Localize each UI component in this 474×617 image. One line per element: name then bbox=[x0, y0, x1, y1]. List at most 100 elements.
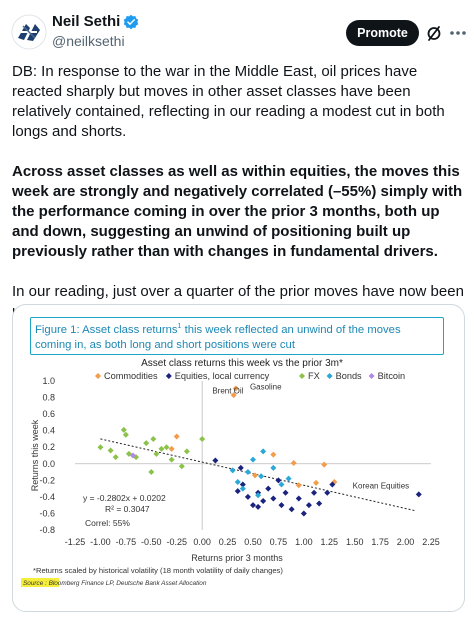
x-tick-13: 2.00 bbox=[397, 537, 415, 547]
point-s2-p16 bbox=[183, 448, 190, 455]
point-s2-p15 bbox=[199, 435, 206, 442]
y-tick-2: 0.6 bbox=[42, 409, 55, 419]
avatar[interactable] bbox=[11, 14, 47, 50]
x-axis-label: Returns prior 3 months bbox=[191, 553, 283, 563]
point-s2-p9 bbox=[153, 450, 160, 457]
verified-badge-icon bbox=[124, 14, 139, 29]
annotation-2: Korean Equities bbox=[353, 482, 409, 491]
point-s1-p17 bbox=[316, 500, 323, 507]
promote-button[interactable]: Promote bbox=[346, 20, 419, 46]
x-tick-9: 1.00 bbox=[295, 537, 313, 547]
stats-equation: y = -0.2802x + 0.0202 bbox=[83, 493, 166, 503]
point-s1-p1 bbox=[237, 464, 244, 471]
point-s1-p20 bbox=[234, 488, 241, 495]
point-s1-p18 bbox=[324, 489, 331, 496]
point-s1-p11 bbox=[282, 489, 289, 496]
x-tick-5: 0.00 bbox=[193, 537, 211, 547]
grok-icon[interactable] bbox=[426, 24, 442, 42]
x-tick-4: -0.25 bbox=[166, 537, 187, 547]
point-s1-p10 bbox=[278, 502, 285, 509]
point-s0-p5 bbox=[290, 459, 297, 466]
tweet-media-image[interactable]: Figure 1: Asset class returns1 this week… bbox=[12, 304, 465, 612]
point-s2-p8 bbox=[150, 435, 157, 442]
point-s0-p0 bbox=[232, 385, 239, 392]
annotation-1: Gasoline bbox=[250, 382, 282, 391]
legend-marker-3 bbox=[326, 373, 333, 379]
point-s1-p9 bbox=[275, 477, 282, 484]
point-s0-p10 bbox=[252, 472, 259, 479]
x-tick-0: -1.25 bbox=[65, 537, 86, 547]
y-tick-3: 0.4 bbox=[42, 426, 55, 436]
point-s3-p5 bbox=[258, 473, 265, 480]
point-s1-p8 bbox=[270, 495, 277, 502]
point-s2-p2 bbox=[112, 454, 119, 461]
chart-title: Asset class returns this week vs the pri… bbox=[141, 358, 343, 369]
point-s3-p4 bbox=[250, 456, 256, 463]
figure-title-sup: 1 bbox=[177, 323, 182, 330]
y-tick-9: -0.8 bbox=[39, 525, 55, 535]
point-s3-p2 bbox=[239, 485, 246, 492]
y-tick-4: 0.2 bbox=[42, 442, 55, 452]
point-s1-p4 bbox=[250, 502, 256, 509]
figure-title: Figure 1: Asset class returns1 this week… bbox=[35, 319, 440, 354]
x-tick-14: 2.25 bbox=[422, 537, 440, 547]
tweet-text: DB: In response to the war in the Middle… bbox=[12, 62, 468, 342]
point-s1-p19 bbox=[329, 481, 336, 488]
x-tick-6: 0.25 bbox=[219, 537, 237, 547]
point-s3-p7 bbox=[270, 464, 277, 471]
point-s2-p3 bbox=[120, 426, 127, 433]
point-s3-p0 bbox=[229, 467, 236, 474]
x-tick-2: -0.75 bbox=[116, 537, 137, 547]
x-tick-7: 0.50 bbox=[244, 537, 262, 547]
point-s4-p0 bbox=[129, 452, 136, 459]
stats-correl: Correl: 55% bbox=[85, 518, 130, 528]
point-s2-p4 bbox=[122, 431, 129, 438]
legend-marker-1 bbox=[165, 373, 172, 379]
point-s1-p14 bbox=[300, 510, 307, 517]
legend-label-1: Equities, local currency bbox=[175, 371, 270, 381]
point-s0-p8 bbox=[295, 482, 302, 489]
point-s1-p3 bbox=[244, 493, 251, 500]
y-tick-0: 1.0 bbox=[42, 376, 55, 386]
author-name[interactable]: Neil Sethi bbox=[52, 13, 121, 30]
point-s3-p8 bbox=[278, 481, 285, 488]
legend-label-4: Bitcoin bbox=[378, 371, 406, 381]
x-tick-12: 1.75 bbox=[371, 537, 389, 547]
figure-title-box: Figure 1: Asset class returns1 this week… bbox=[30, 317, 444, 355]
point-s2-p1 bbox=[107, 447, 114, 454]
point-s0-p4 bbox=[270, 451, 277, 458]
point-s3-p1 bbox=[234, 478, 241, 485]
legend-label-3: Bonds bbox=[336, 371, 362, 381]
point-s1-p7 bbox=[265, 485, 272, 492]
point-s2-p6 bbox=[133, 454, 140, 461]
scatter-chart: Asset class returns this week vs the pri… bbox=[21, 358, 440, 587]
figure-container: Figure 1: Asset class returns1 this week… bbox=[13, 305, 464, 611]
figure-source: Source : Bloomberg Finance LP, Deutsche … bbox=[23, 580, 207, 587]
trendline bbox=[100, 438, 416, 512]
point-s3-p3 bbox=[244, 469, 251, 476]
point-s0-p6 bbox=[321, 461, 328, 468]
point-s2-p13 bbox=[178, 463, 185, 470]
annotation-0: Brent Oil bbox=[212, 386, 243, 395]
point-s2-p10 bbox=[158, 445, 165, 452]
point-s1-p22 bbox=[415, 491, 422, 498]
point-s2-p0 bbox=[97, 444, 104, 451]
legend-marker-2 bbox=[299, 373, 305, 379]
more-options-icon[interactable] bbox=[449, 30, 467, 36]
point-s0-p1 bbox=[230, 392, 237, 399]
x-tick-11: 1.50 bbox=[346, 537, 364, 547]
point-s3-p6 bbox=[260, 448, 267, 455]
legend-label-2: FX bbox=[308, 371, 320, 381]
x-tick-3: -0.50 bbox=[141, 537, 162, 547]
point-s1-p16 bbox=[311, 489, 318, 496]
author-handle[interactable]: @neilksethi bbox=[52, 33, 125, 49]
point-s0-p2 bbox=[173, 433, 180, 440]
point-s2-p11 bbox=[163, 444, 170, 451]
point-s2-p12 bbox=[168, 456, 175, 463]
point-s1-p12 bbox=[288, 506, 295, 513]
y-tick-1: 0.8 bbox=[42, 393, 55, 403]
tweet-paragraph-1: DB: In response to the war in the Middle… bbox=[12, 63, 445, 140]
legend-label-0: Commodities bbox=[104, 371, 158, 381]
figure-footnote: *Returns scaled by historical volatility… bbox=[33, 566, 283, 575]
x-tick-1: -1.00 bbox=[90, 537, 111, 547]
